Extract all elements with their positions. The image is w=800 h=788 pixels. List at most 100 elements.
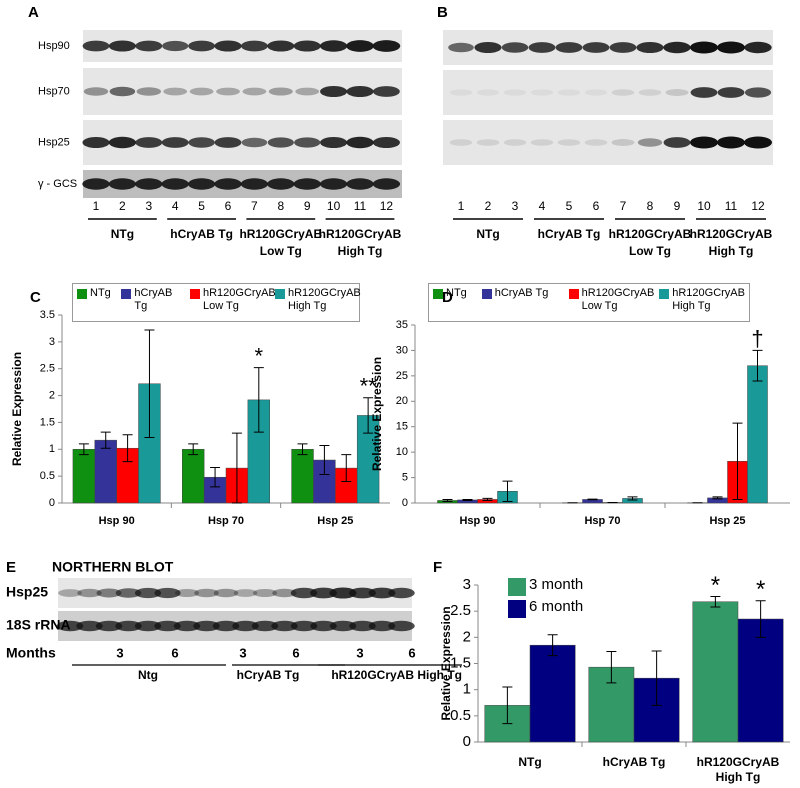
blot-band xyxy=(449,89,473,96)
x-tick-label: Hsp 90 xyxy=(459,515,496,527)
group-label: hR120GCryAB Low Tg xyxy=(239,227,323,258)
blot-band xyxy=(267,178,295,190)
month-label: 6 xyxy=(292,645,299,660)
blot-band xyxy=(135,40,163,52)
legend-item: hCryAB Tg xyxy=(481,287,566,318)
blot-band xyxy=(96,588,122,598)
group-label: hCryAB Tg xyxy=(237,668,300,682)
y-tick-label: 10 xyxy=(396,446,408,458)
blot-band xyxy=(135,137,163,148)
y-tick-label: 0 xyxy=(463,733,471,750)
blot-band xyxy=(295,87,320,96)
legend-swatch xyxy=(275,289,285,299)
blot-band xyxy=(134,620,162,632)
blot-band xyxy=(557,89,581,96)
significance-label: * xyxy=(711,572,720,599)
y-tick-label: 3 xyxy=(463,576,471,593)
blot-band xyxy=(82,178,110,190)
legend-label: hR120GCryAB High Tg xyxy=(288,287,361,312)
bar xyxy=(747,365,768,504)
blot-band xyxy=(584,139,608,146)
error-bar xyxy=(710,596,721,608)
blot-band xyxy=(293,40,321,52)
blot-band xyxy=(267,137,294,148)
blot-band xyxy=(690,136,718,149)
blot-band xyxy=(368,620,396,632)
month-label: 6 xyxy=(408,645,415,660)
blot-band xyxy=(319,178,348,190)
blot-band xyxy=(213,588,239,598)
blot-band xyxy=(503,139,527,146)
lane-number: 9 xyxy=(304,199,311,213)
legend-label: 6 month xyxy=(529,598,584,615)
legend: 3 month 6 month xyxy=(508,576,583,618)
blot-band xyxy=(290,587,318,599)
error-bar xyxy=(122,434,133,463)
blot-band xyxy=(241,40,268,52)
blot-band xyxy=(349,587,376,599)
lane-number: 8 xyxy=(647,199,654,213)
x-tick-label: Hsp 70 xyxy=(207,515,245,527)
blot-band xyxy=(584,89,608,96)
legend-item: hR120GCryAB Low Tg xyxy=(568,287,657,318)
x-tick-label: NTg xyxy=(518,755,542,769)
blot-band xyxy=(744,136,772,149)
blot-band xyxy=(373,86,400,97)
error-bar xyxy=(188,443,199,456)
lane-number: 2 xyxy=(485,199,492,213)
blot-band xyxy=(448,42,474,53)
error-bar xyxy=(253,367,264,433)
error-bar xyxy=(144,329,155,438)
legend-item: hR120GCryAB High Tg xyxy=(659,287,745,318)
blot-band xyxy=(193,620,220,632)
blot-band xyxy=(476,89,500,96)
lane-number: 4 xyxy=(172,199,179,213)
y-tick-label: 30 xyxy=(396,344,408,356)
y-tick-label: 1.5 xyxy=(450,654,471,671)
blot-band xyxy=(109,86,136,97)
blot-band xyxy=(474,41,502,54)
x-tick-label: Hsp 90 xyxy=(98,515,135,527)
y-axis-label: Relative Expression xyxy=(370,357,384,471)
lane-number: 12 xyxy=(751,199,765,213)
group-label: hCryAB Tg xyxy=(170,227,233,241)
lane-number: 6 xyxy=(225,199,232,213)
blot-band xyxy=(555,42,583,53)
error-bar xyxy=(547,634,558,657)
blot-band xyxy=(476,139,500,146)
error-bar xyxy=(755,600,766,638)
blot-band xyxy=(329,587,357,599)
blot-band xyxy=(582,42,610,53)
blot-band xyxy=(346,136,374,149)
blot-band xyxy=(665,89,689,96)
blot-band xyxy=(349,620,376,632)
y-tick-label: 1 xyxy=(463,681,471,698)
error-bar xyxy=(442,498,453,502)
legend-label: NTg xyxy=(90,287,111,299)
bar xyxy=(529,644,576,743)
y-tick-label: 0 xyxy=(402,497,408,509)
error-bar xyxy=(319,445,330,476)
blot-band xyxy=(744,87,772,98)
error-bar xyxy=(100,431,111,449)
blot-band xyxy=(690,41,718,54)
blot-band xyxy=(268,87,293,96)
legend-swatch xyxy=(508,578,526,596)
blot-band xyxy=(161,137,189,148)
blot-band xyxy=(320,85,348,98)
legend-item: hCryAB Tg xyxy=(121,287,187,318)
legend-label: NTg xyxy=(446,287,467,299)
y-axis-label: Relative Expression xyxy=(439,606,453,720)
blot-band xyxy=(240,178,269,190)
blot-band xyxy=(187,178,216,190)
panel-letter: B xyxy=(437,4,448,21)
blot-band xyxy=(216,87,240,96)
blot-band xyxy=(503,89,527,96)
legend-swatch xyxy=(508,600,526,618)
lane-number: 8 xyxy=(277,199,284,213)
blot-band xyxy=(162,40,189,52)
blot-band xyxy=(214,178,242,190)
legend-label: hR120GCryAB High Tg xyxy=(672,287,745,312)
group-label: NTg xyxy=(476,227,500,241)
y-tick-label: 0 xyxy=(49,497,55,509)
